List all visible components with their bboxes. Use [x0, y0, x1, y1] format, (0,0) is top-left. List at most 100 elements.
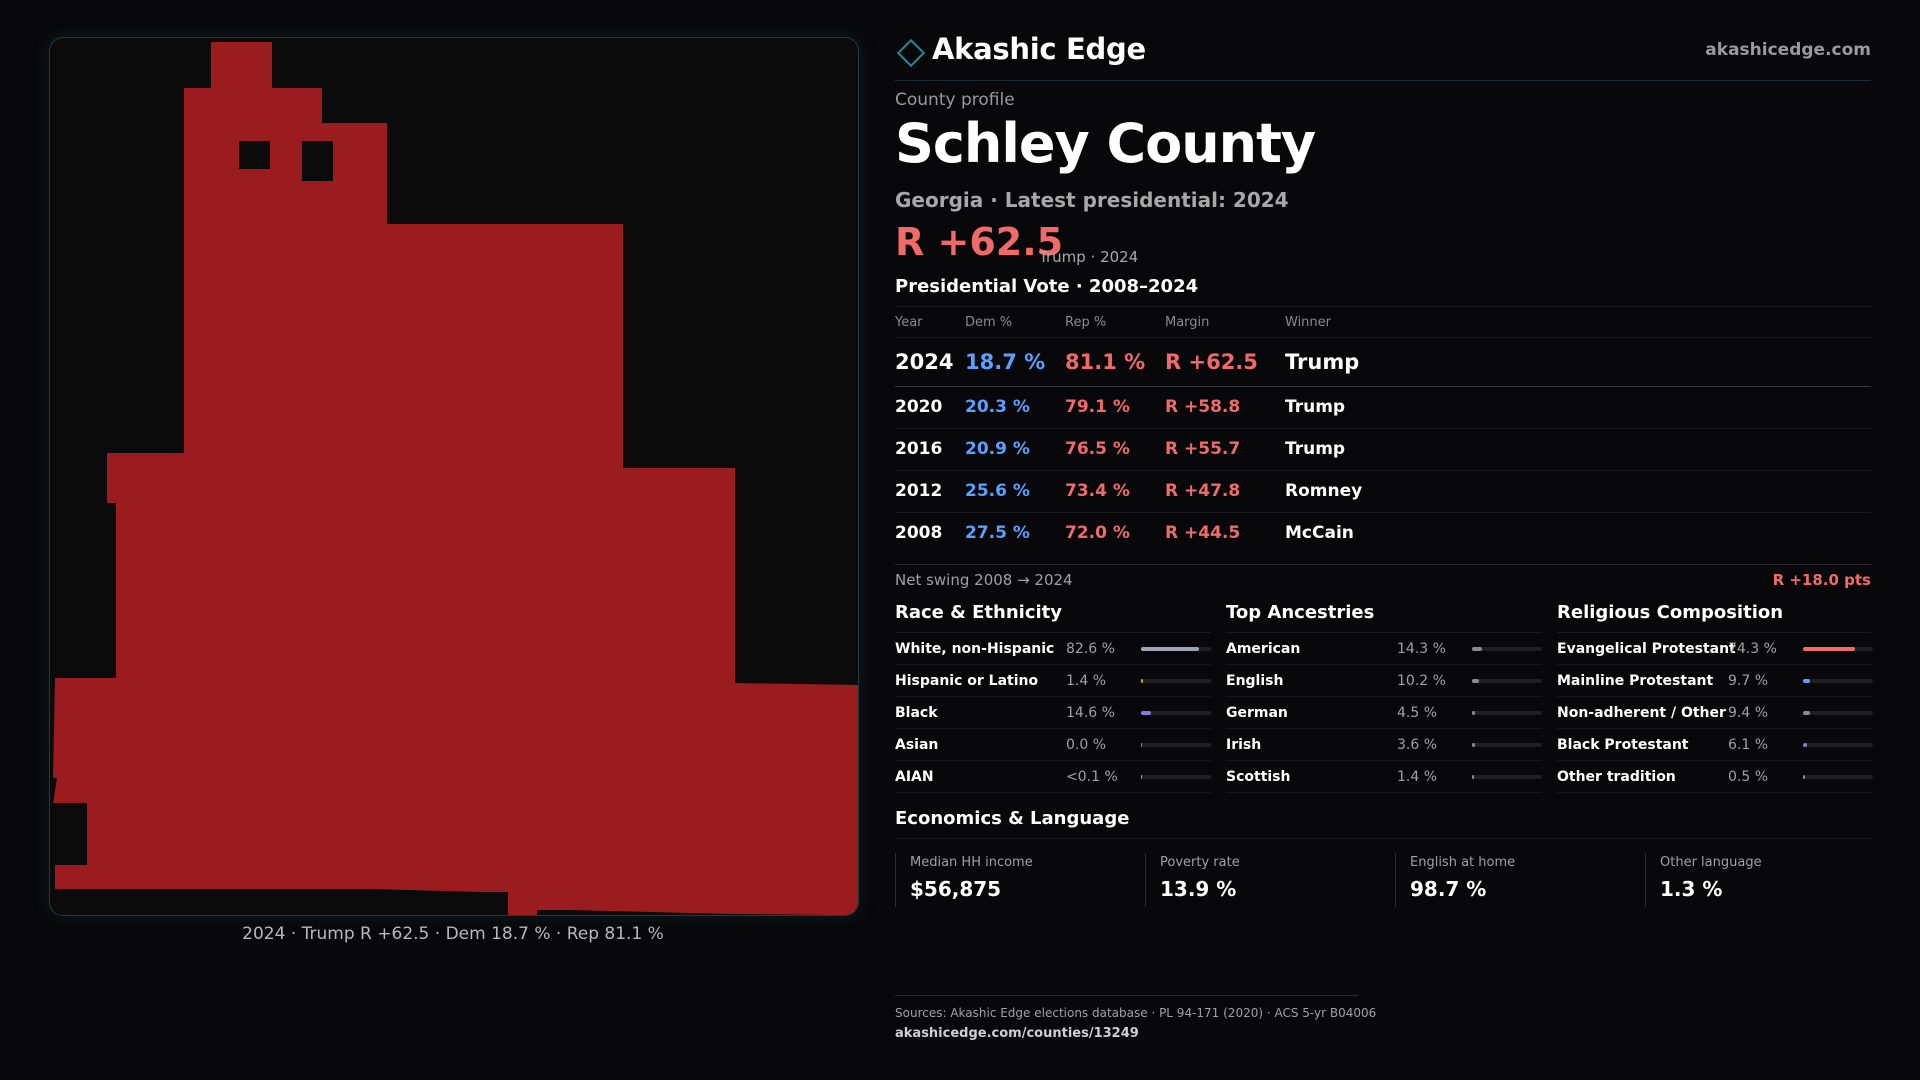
race-label: Hispanic or Latino: [895, 673, 1039, 689]
religion-label: Non-adherent / Other: [1557, 705, 1726, 721]
row-rep: 72.0 %: [1065, 523, 1130, 543]
county-shape-svg: [53, 42, 858, 915]
religion-value: 0.5 %: [1728, 769, 1769, 785]
county-url-link[interactable]: akashicedge.com/counties/13249: [895, 1026, 1139, 1041]
stat-label: Poverty rate: [1160, 855, 1240, 870]
ancestry-value: 4.5 %: [1397, 705, 1438, 721]
brand-name[interactable]: Akashic Edge: [932, 32, 1146, 66]
sources: Sources: Akashic Edge elections database…: [895, 995, 1376, 1041]
list-item: Irish 3.6 %: [1226, 729, 1542, 761]
stat-value: 98.7 %: [1410, 877, 1487, 901]
religion-value: 74.3 %: [1728, 641, 1777, 657]
row-winner: Trump: [1285, 439, 1346, 459]
economics-title: Economics & Language: [895, 808, 1871, 839]
map-caption: 2024 · Trump R +62.5 · Dem 18.7 % · Rep …: [242, 924, 664, 944]
stat-tile-other-language: Other language 1.3 %: [1645, 853, 1872, 907]
diamond-icon: [896, 38, 926, 68]
latest-margin: R +62.5: [895, 220, 1064, 264]
race-bar-track: [1141, 679, 1211, 683]
ancestry-bar-track: [1472, 711, 1542, 715]
ancestry-value: 3.6 %: [1397, 737, 1438, 753]
religion-title: Religious Composition: [1557, 602, 1871, 633]
site-link[interactable]: akashicedge.com: [1705, 40, 1871, 60]
list-item: AIAN <0.1 %: [895, 761, 1211, 793]
map-gap: [302, 141, 333, 181]
table-row: 2008 27.5 % 72.0 % R +44.5 McCain: [895, 512, 1871, 554]
col-dem: Dem %: [965, 315, 1013, 330]
header: Akashic Edge akashicedge.com: [895, 30, 1871, 81]
col-year: Year: [895, 315, 923, 330]
list-item: American 14.3 %: [1226, 633, 1542, 665]
row-year: 2012: [895, 481, 943, 501]
row-winner: McCain: [1285, 523, 1354, 543]
row-rep: 73.4 %: [1065, 481, 1130, 501]
list-item: Scottish 1.4 %: [1226, 761, 1542, 793]
ancestry-value: 10.2 %: [1397, 673, 1446, 689]
list-item: Evangelical Protestant 74.3 %: [1557, 633, 1873, 665]
race-title: Race & Ethnicity: [895, 602, 1211, 633]
table-row: 2020 20.3 % 79.1 % R +58.8 Trump: [895, 386, 1871, 428]
race-bar-track: [1141, 743, 1211, 747]
race-bar-track: [1141, 711, 1211, 715]
religion-bar-track: [1803, 711, 1873, 715]
religion-bar-track: [1803, 775, 1873, 779]
row-rep: 76.5 %: [1065, 439, 1130, 459]
ancestry-label: Scottish: [1226, 769, 1291, 785]
col-rep: Rep %: [1065, 315, 1107, 330]
col-margin: Margin: [1165, 315, 1210, 330]
race-value: 14.6 %: [1066, 705, 1115, 721]
religion-bar: [1803, 775, 1805, 779]
divider: [895, 564, 1871, 565]
table-row: 2012 25.6 % 73.4 % R +47.8 Romney: [895, 470, 1871, 512]
row-year: 2024: [895, 350, 954, 374]
race-bar: [1141, 711, 1151, 715]
profile-label: County profile: [895, 90, 1015, 110]
race-value: 0.0 %: [1066, 737, 1107, 753]
ancestry-bar: [1472, 711, 1475, 715]
list-item: Other tradition 0.5 %: [1557, 761, 1873, 793]
ancestry-bar-track: [1472, 679, 1542, 683]
ancestry-bar-track: [1472, 775, 1542, 779]
row-winner: Trump: [1285, 397, 1346, 417]
religion-bar: [1803, 711, 1810, 715]
list-item: Mainline Protestant 9.7 %: [1557, 665, 1873, 697]
list-item: Black 14.6 %: [895, 697, 1211, 729]
county-map: [49, 37, 859, 916]
ancestry-title: Top Ancestries: [1226, 602, 1542, 633]
list-item: Asian 0.0 %: [895, 729, 1211, 761]
table-row: 2016 20.9 % 76.5 % R +55.7 Trump: [895, 428, 1871, 470]
list-item: Hispanic or Latino 1.4 %: [895, 665, 1211, 697]
row-dem: 20.3 %: [965, 397, 1030, 417]
row-winner: Trump: [1285, 350, 1360, 374]
ancestry-bar: [1472, 647, 1482, 651]
religion-label: Black Protestant: [1557, 737, 1689, 753]
county-subtitle: Georgia · Latest presidential: 2024: [895, 188, 1289, 212]
race-value: 1.4 %: [1066, 673, 1107, 689]
row-dem: 20.9 %: [965, 439, 1030, 459]
row-margin: R +58.8: [1165, 397, 1241, 417]
stat-value: 13.9 %: [1160, 877, 1237, 901]
row-dem: 18.7 %: [965, 350, 1046, 374]
row-rep: 79.1 %: [1065, 397, 1130, 417]
ancestry-label: English: [1226, 673, 1284, 689]
net-swing-value: R +18.0 pts: [1772, 571, 1871, 589]
economics-tiles: Median HH income $56,875 Poverty rate 13…: [895, 853, 1871, 907]
religion-section: Religious Composition Evangelical Protes…: [1557, 602, 1873, 793]
religion-label: Evangelical Protestant: [1557, 641, 1736, 657]
list-item: English 10.2 %: [1226, 665, 1542, 697]
race-value: <0.1 %: [1066, 769, 1118, 785]
religion-bar-track: [1803, 647, 1873, 651]
race-bar: [1141, 647, 1199, 651]
race-bar-track: [1141, 647, 1211, 651]
religion-bar-track: [1803, 679, 1873, 683]
presidential-title: Presidential Vote · 2008–2024: [895, 276, 1199, 297]
ancestry-bar: [1472, 679, 1479, 683]
latest-margin-note: Trump · 2024: [1039, 248, 1139, 266]
religion-label: Mainline Protestant: [1557, 673, 1714, 689]
row-dem: 25.6 %: [965, 481, 1030, 501]
race-label: White, non-Hispanic: [895, 641, 1055, 657]
ancestry-value: 1.4 %: [1397, 769, 1438, 785]
row-margin: R +62.5: [1165, 350, 1258, 374]
list-item: German 4.5 %: [1226, 697, 1542, 729]
race-label: AIAN: [895, 769, 934, 785]
